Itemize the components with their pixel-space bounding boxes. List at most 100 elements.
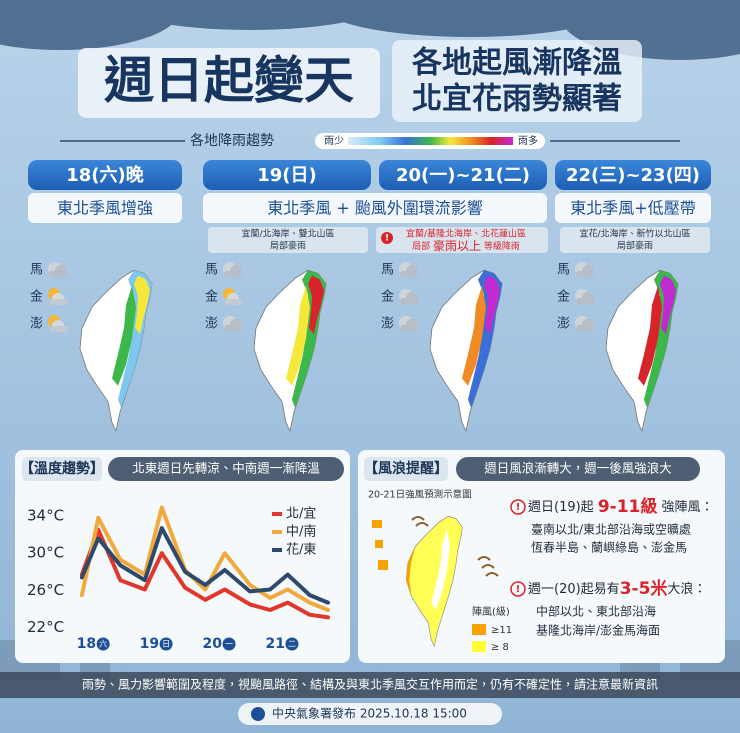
note-box bbox=[560, 227, 710, 253]
subtitle: 北宜花雨勢顯著 bbox=[412, 82, 622, 117]
island-label: 馬 bbox=[205, 263, 218, 278]
island-label: 澎 bbox=[30, 317, 43, 332]
note-part: 等級降雨 bbox=[484, 240, 520, 252]
desc-pill bbox=[555, 193, 711, 223]
x-tick-label: 20 bbox=[203, 636, 223, 652]
storm-clouds bbox=[0, 0, 740, 60]
temperature-line bbox=[79, 505, 330, 612]
wind-legend-item: ≥ 8 bbox=[491, 642, 509, 653]
x-tick-weekday: 二 bbox=[288, 640, 296, 649]
x-tick-label: 18 bbox=[77, 636, 96, 652]
wind-subtitle: 週日風浪漸轉大，週一後風強浪大 bbox=[484, 461, 672, 476]
title: 週日起變天 bbox=[104, 52, 354, 110]
wind-item-line: 基隆北海岸/澎金馬海面 bbox=[536, 623, 660, 638]
description: 東北季風 + 颱風外圍環流影響 bbox=[267, 199, 483, 218]
island-label: 澎 bbox=[557, 317, 570, 332]
panel-tag bbox=[364, 457, 448, 481]
temperature-chart: 22°C 26°C 30°C 34°C 18 六 19 日 20 一 21 二 北/宜中/南花/東 bbox=[27, 505, 330, 652]
island-label: 金 bbox=[30, 289, 43, 305]
date-label: 19(日) bbox=[257, 165, 317, 186]
wind-item-head: 週日(19)起 9-11級 強陣風： bbox=[528, 496, 714, 517]
legend-label: 北/宜 bbox=[286, 507, 316, 522]
wind-legend-swatch bbox=[472, 624, 486, 635]
wind-item-tail: 強陣風： bbox=[662, 500, 714, 515]
footer-disclaimer: 雨勢、風力影響範圍及程度，視颱風路徑、結構及與東北季風交互作用而定，仍有不確定性… bbox=[82, 677, 658, 692]
wind-item-tail: 大浪： bbox=[667, 582, 706, 597]
warning-icon bbox=[510, 499, 526, 515]
subtitle: 各地起風漸降溫 bbox=[411, 46, 622, 81]
island-label: 金 bbox=[381, 289, 394, 305]
date-pill bbox=[28, 160, 182, 190]
wind-title: 【風浪提醒】 bbox=[364, 460, 448, 477]
wind-symbols bbox=[411, 516, 499, 577]
rain-legend-low: 雨少 bbox=[324, 135, 344, 147]
period-pills: 18(六)晚 19(日) 20(一)~21(二) 22(三)~23(四) 東北季… bbox=[28, 160, 711, 223]
warning-icon-mark: ! bbox=[385, 234, 389, 244]
description: 東北季風增強 bbox=[57, 199, 153, 218]
date-pill bbox=[379, 160, 547, 190]
wind-legend-item: ≥11 bbox=[491, 625, 512, 636]
wind-item-head: 週一(20)起易有3-5米大浪： bbox=[528, 578, 706, 599]
wind-item-line: 臺南以北/東北部沿海或空曠處 bbox=[531, 522, 691, 537]
wind-legend-title: 陣風(級) bbox=[472, 605, 510, 618]
note-part: 局部 bbox=[412, 240, 430, 252]
wind-legend-swatch bbox=[472, 641, 486, 652]
y-tick-label: 26°C bbox=[27, 581, 64, 599]
date-label: 22(三)~23(四) bbox=[566, 165, 700, 186]
legend-label: 中/南 bbox=[286, 524, 316, 540]
rain-legend-high: 雨多 bbox=[518, 134, 538, 147]
wind-map bbox=[405, 515, 463, 647]
y-tick-label: 34°C bbox=[27, 506, 64, 524]
panel-tag bbox=[22, 457, 102, 481]
wind-item-lead: 週一(20)起易有 bbox=[528, 582, 620, 597]
footer-issuer: 中央氣象署發布 2025.10.18 15:00 bbox=[272, 706, 467, 721]
x-tick-label: 19 bbox=[140, 636, 159, 652]
x-tick-label: 21 bbox=[265, 636, 284, 652]
island-label: 金 bbox=[557, 289, 570, 305]
date-label: 18(六)晚 bbox=[66, 164, 144, 186]
rain-colorbar bbox=[348, 137, 513, 145]
desc-pill bbox=[203, 193, 547, 223]
note: 局部豪雨 bbox=[617, 240, 653, 252]
temperature-line bbox=[79, 527, 330, 620]
wind-item-line: 中部以北、東北部沿海 bbox=[536, 604, 656, 619]
note: 宜蘭/北海岸、雙北山區 bbox=[241, 228, 334, 240]
note: 宜花/北海岸、新竹以北山區 bbox=[579, 228, 690, 240]
description: 東北季風+低壓帶 bbox=[570, 199, 695, 218]
wind-panel bbox=[358, 450, 725, 663]
weekday-badge bbox=[159, 637, 173, 651]
island-label: 馬 bbox=[381, 263, 394, 278]
outer-islands bbox=[372, 520, 388, 570]
wind-item-highlight: 9-11級 bbox=[598, 496, 658, 517]
island-label: 澎 bbox=[381, 317, 394, 332]
title-box bbox=[78, 48, 380, 118]
date-label: 20(一)~21(二) bbox=[396, 165, 530, 186]
weekday-badge bbox=[96, 637, 110, 651]
warning-icon-mark: ! bbox=[516, 502, 521, 513]
weekday-badge bbox=[285, 637, 299, 651]
footer-bar bbox=[0, 672, 740, 698]
subtitle-pill bbox=[108, 457, 344, 481]
desc-pill bbox=[28, 193, 182, 223]
island-label: 馬 bbox=[557, 263, 570, 278]
weekday-badge bbox=[222, 637, 236, 651]
island-label: 金 bbox=[205, 289, 218, 305]
temperature-title: 【溫度趨勢】 bbox=[20, 460, 104, 477]
wind-item-highlight: 3-5米 bbox=[620, 578, 668, 599]
wind-map-title: 20-21日強風預測示意圖 bbox=[368, 489, 472, 501]
note-highlight: 豪雨以上 bbox=[433, 238, 481, 253]
x-tick-weekday: 日 bbox=[162, 640, 170, 649]
y-tick-label: 30°C bbox=[27, 544, 64, 562]
warning-icon bbox=[381, 232, 393, 244]
wind-item-lead: 週日(19)起 bbox=[528, 500, 594, 515]
wind-item-line: 恆春半島、蘭嶼綠島、澎金馬 bbox=[531, 540, 687, 555]
temperature-title-text: 溫度趨勢 bbox=[34, 460, 90, 477]
wind-title-text: 風浪提醒 bbox=[378, 460, 434, 477]
island-labels: 馬金澎 馬金澎 馬金澎 馬金澎 bbox=[30, 262, 594, 332]
y-tick-label: 22°C bbox=[27, 618, 64, 636]
x-tick-weekday: 六 bbox=[99, 639, 107, 649]
note-box bbox=[208, 227, 368, 253]
warning-icon bbox=[510, 581, 526, 597]
date-pill bbox=[203, 160, 371, 190]
